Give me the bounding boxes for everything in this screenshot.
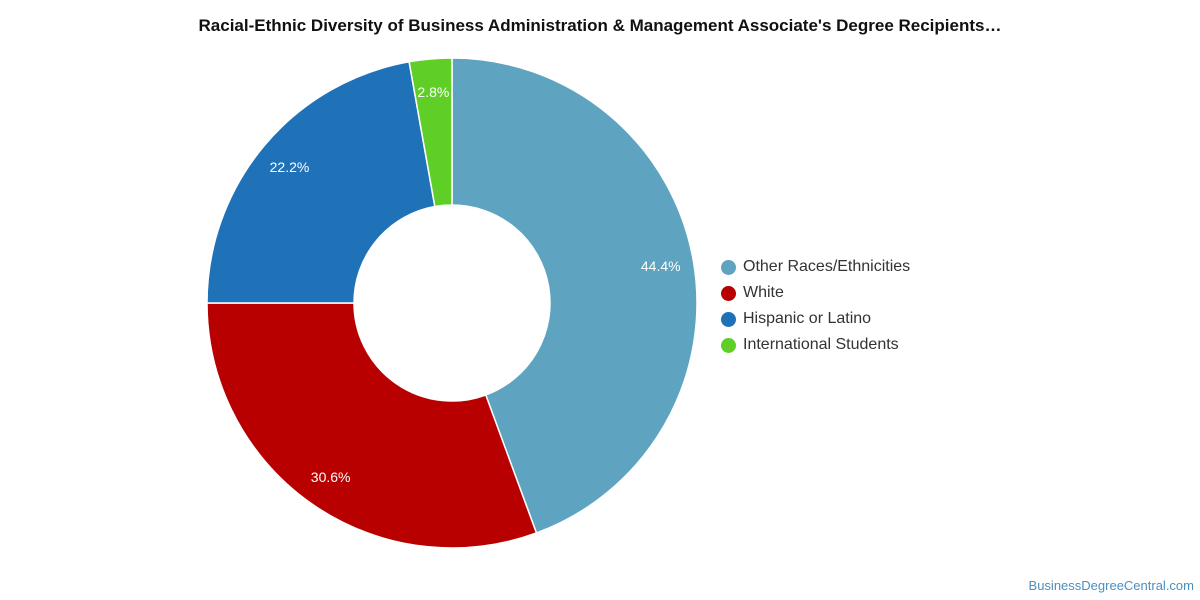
- slice-value-label: 2.8%: [417, 84, 449, 100]
- legend-swatch: [721, 259, 736, 275]
- legend-swatch: [721, 337, 736, 353]
- slices-group: [206, 57, 698, 549]
- legend-label: Hispanic or Latino: [743, 310, 872, 327]
- source-credit[interactable]: BusinessDegreeCentral.com: [1028, 578, 1194, 593]
- slice-white[interactable]: [206, 302, 538, 549]
- legend-swatch: [721, 311, 736, 327]
- slice-other-races-ethnicities[interactable]: [451, 57, 698, 534]
- slice-value-label: 30.6%: [311, 469, 351, 485]
- slice-labels-group: 44.4% 30.6% 22.2% 2.8%: [270, 84, 681, 485]
- slice-value-label: 22.2%: [270, 159, 310, 175]
- legend-label: Other Races/Ethnicities: [743, 258, 911, 275]
- legend-item[interactable]: White: [721, 280, 1021, 306]
- legend-swatch: [721, 285, 736, 301]
- legend-label: International Students: [743, 336, 899, 353]
- slice-international-students[interactable]: [408, 57, 453, 208]
- slice-value-label: 44.4%: [641, 258, 681, 274]
- legend-item[interactable]: Hispanic or Latino: [721, 306, 1021, 332]
- slice-hispanic-or-latino[interactable]: [206, 60, 436, 304]
- legend-label: White: [743, 284, 784, 301]
- legend-item[interactable]: Other Races/Ethnicities: [721, 254, 1021, 280]
- legend-item[interactable]: International Students: [721, 332, 1021, 358]
- legend: Other Races/Ethnicities White Hispanic or …: [721, 254, 1021, 358]
- chart-title: Racial-Ethnic Diversity of Business Admi…: [198, 16, 1002, 35]
